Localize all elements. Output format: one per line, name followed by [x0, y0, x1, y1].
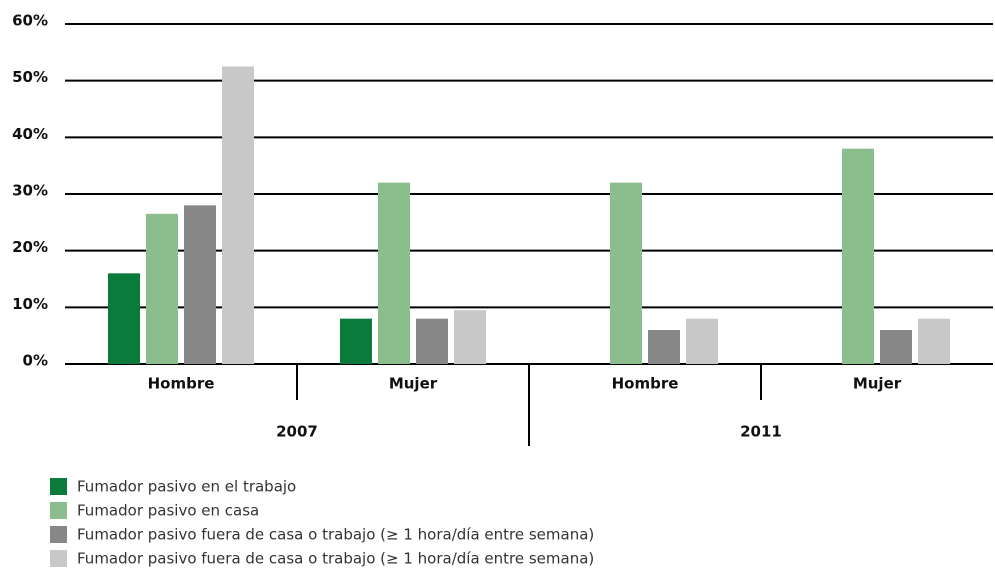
y-tick-label: 40% — [12, 125, 48, 143]
bar — [880, 330, 912, 364]
legend-swatch — [50, 478, 67, 495]
x-tick-label: Hombre — [148, 375, 215, 393]
bar — [686, 318, 718, 364]
x-tick-label: Hombre — [612, 375, 679, 393]
y-tick-label: 20% — [12, 238, 48, 256]
bar — [610, 182, 642, 364]
group-label: 2011 — [740, 423, 782, 441]
legend-label: Fumador pasivo fuera de casa o trabajo (… — [77, 526, 594, 544]
bar — [108, 273, 140, 364]
legend-label: Fumador pasivo fuera de casa o trabajo (… — [77, 550, 594, 568]
group-label: 2007 — [276, 423, 318, 441]
bar — [842, 148, 874, 364]
bar — [918, 318, 950, 364]
bar — [340, 318, 372, 364]
bar — [378, 182, 410, 364]
legend-swatch — [50, 526, 67, 543]
bar — [648, 330, 680, 364]
bar — [416, 318, 448, 364]
y-tick-label: 30% — [12, 182, 48, 200]
y-tick-label: 50% — [12, 68, 48, 86]
bar — [184, 205, 216, 364]
x-tick-label: Mujer — [389, 375, 438, 393]
bar — [222, 66, 254, 364]
x-tick-label: Mujer — [853, 375, 902, 393]
y-tick-label: 0% — [23, 352, 48, 370]
y-tick-label: 10% — [12, 295, 48, 313]
legend-swatch — [50, 550, 67, 567]
bar — [146, 213, 178, 364]
legend-label: Fumador pasivo en casa — [77, 502, 259, 520]
legend-swatch — [50, 502, 67, 519]
legend-label: Fumador pasivo en el trabajo — [77, 478, 296, 496]
bar — [454, 310, 486, 364]
y-tick-label: 60% — [12, 12, 48, 30]
